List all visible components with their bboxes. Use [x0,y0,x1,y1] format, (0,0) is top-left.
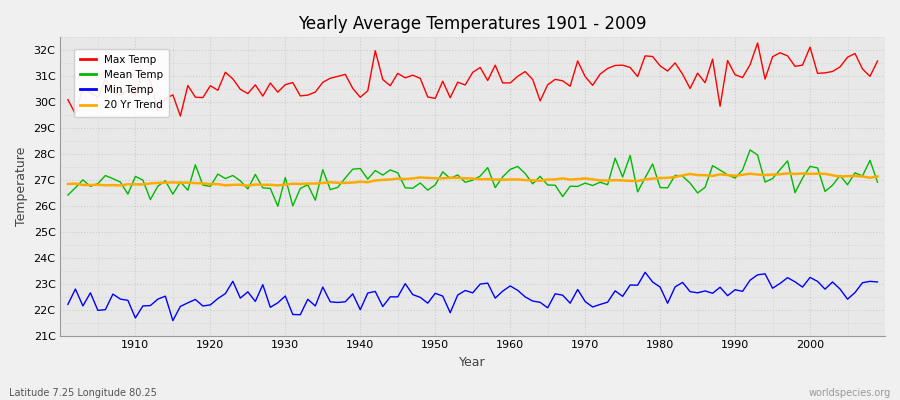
Legend: Max Temp, Mean Temp, Min Temp, 20 Yr Trend: Max Temp, Mean Temp, Min Temp, 20 Yr Tre… [74,48,169,117]
Text: worldspecies.org: worldspecies.org [809,388,891,398]
Title: Yearly Average Temperatures 1901 - 2009: Yearly Average Temperatures 1901 - 2009 [299,15,647,33]
X-axis label: Year: Year [459,356,486,369]
Text: Latitude 7.25 Longitude 80.25: Latitude 7.25 Longitude 80.25 [9,388,157,398]
Y-axis label: Temperature: Temperature [15,147,28,226]
